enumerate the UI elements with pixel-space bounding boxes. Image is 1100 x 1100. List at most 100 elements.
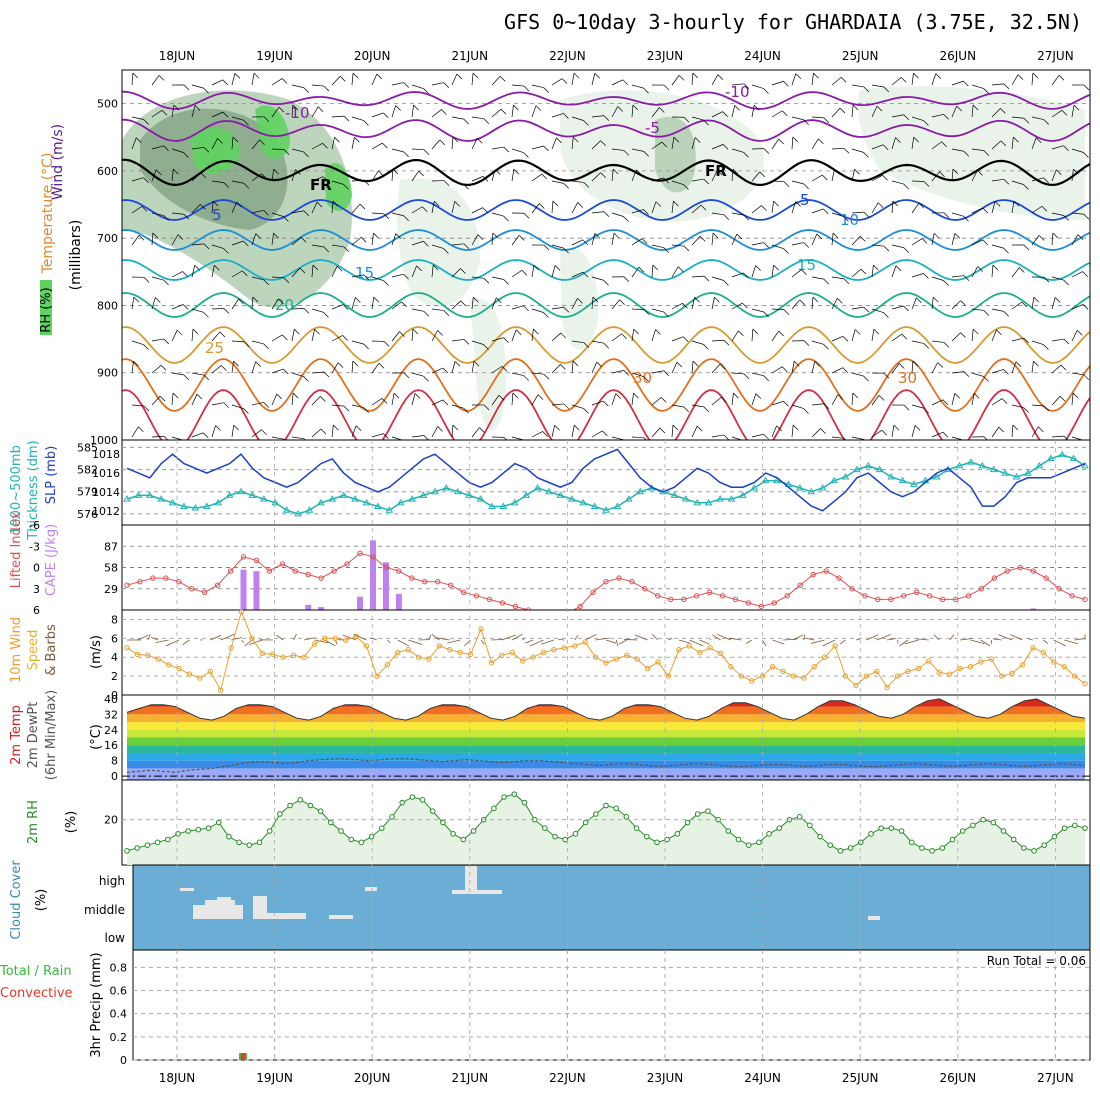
wind-barb-flag (763, 148, 770, 154)
x-date-label-top: 22JUN (549, 49, 586, 63)
wind-barb-flag (803, 183, 809, 190)
wind-barb-flag (282, 334, 288, 341)
wind-barb-flag (276, 393, 282, 400)
wind-barb-flag (403, 273, 409, 280)
wind-barb-flag (477, 234, 484, 240)
wind-barb-flag (963, 215, 969, 222)
wind-barb (551, 265, 556, 278)
wind-barb-flag (663, 84, 670, 91)
wind-barb-flag (655, 329, 661, 335)
precip-panel (132, 949, 1091, 1061)
wind-barb-flag (943, 342, 950, 348)
thickness-line-point (978, 461, 987, 469)
cape-bar (305, 604, 312, 610)
wind-barb (1071, 169, 1074, 182)
wind-barb (911, 202, 920, 214)
li-tick-label: 3 (33, 583, 40, 596)
wind-barb (251, 361, 257, 374)
thickness-line-point (989, 465, 998, 473)
precip-tick-label: 0.8 (110, 961, 128, 974)
wind-barb (471, 234, 479, 246)
rh-shading (858, 86, 1085, 220)
wind-barb (231, 137, 234, 150)
wind-barb (991, 140, 1002, 150)
wind-barb-flag (292, 392, 299, 399)
wind-barb-flag (463, 339, 470, 345)
wind10m-label-2: Speed (26, 630, 41, 671)
wind-barb-flag (533, 264, 540, 271)
wind-barb (991, 244, 1004, 249)
wind-barb-flag (543, 244, 550, 251)
wind-barb (831, 77, 842, 86)
wind-barb-flag (243, 240, 249, 247)
lifted-index-point (642, 586, 648, 592)
wind-barb-flag (923, 120, 929, 126)
wind-barb (691, 235, 701, 246)
wind-barb-flag (743, 83, 750, 90)
wind-barb (291, 329, 295, 342)
wind-barb-flag (683, 116, 690, 123)
wind-barb-flag (577, 202, 584, 208)
wind-barb (551, 244, 564, 249)
wind-barb-flag (543, 373, 550, 380)
lifted-index-point (1043, 575, 1049, 581)
rh2m-point (633, 825, 640, 831)
wind-barb-flag (703, 344, 709, 350)
wind-barb (831, 169, 835, 182)
wind-barb-flag (977, 170, 983, 176)
wind-barb (471, 138, 478, 150)
wind-barb (1051, 233, 1054, 246)
wind-barb (591, 233, 596, 246)
wind-barb-flag (1038, 426, 1044, 433)
wind-barb-flag (242, 270, 248, 277)
wind10m-point (978, 659, 984, 665)
wind-barb-flag (261, 173, 267, 180)
wind-barb (791, 425, 794, 438)
wind-barb-flag (623, 150, 630, 156)
rh2m-point (705, 808, 711, 814)
thickness-line-point (533, 484, 542, 491)
wind-barb-flag (1003, 369, 1009, 375)
wind-barb-flag (712, 232, 719, 239)
wind-barb (311, 106, 319, 118)
rh2m-point (246, 842, 253, 848)
upper-wind-label: Wind (m/s) (50, 124, 66, 200)
wind-barb (591, 276, 604, 281)
wind10m-barb (970, 639, 985, 644)
wind-barb (171, 271, 183, 278)
wind10m-barb (501, 634, 516, 641)
wind-barb-flag (214, 264, 220, 271)
wind-barb (191, 243, 204, 246)
wind10m-barb (231, 637, 242, 641)
wind-barb (411, 393, 416, 406)
wind-barb (251, 297, 254, 310)
wind-barb-flag (582, 271, 589, 278)
wind-barb (651, 201, 657, 214)
wind-barb (151, 276, 164, 281)
wind-barb-flag (972, 328, 979, 335)
wind-barb-flag (583, 342, 590, 348)
temperature-contour-label: FR (705, 162, 727, 180)
wind-barb-flag (923, 273, 929, 279)
wind-barb-flag (935, 73, 942, 79)
wind-barb (951, 371, 964, 374)
wind-barb-flag (883, 86, 890, 93)
wind-barb (271, 169, 275, 182)
x-date-label-top: 18JUN (159, 49, 196, 63)
wind-barb-flag (503, 337, 509, 343)
thickness-line-point (419, 491, 428, 498)
wind-barb-flag (783, 181, 790, 187)
wind10m-point (717, 650, 724, 657)
rh2m-point (460, 836, 467, 843)
wind-barb-flag (982, 239, 989, 246)
wind10m-point (384, 662, 391, 668)
temp2m-tick-label: 0 (111, 770, 118, 783)
wind-barb (611, 233, 615, 246)
wind-barb-flag (173, 104, 180, 111)
temp-band (127, 768, 1085, 780)
wind-barb (391, 393, 395, 406)
lifted-index-point (499, 600, 506, 606)
wind-barb-flag (378, 362, 385, 369)
wind-barb-flag (243, 408, 249, 414)
wind-barb-flag (442, 399, 449, 406)
